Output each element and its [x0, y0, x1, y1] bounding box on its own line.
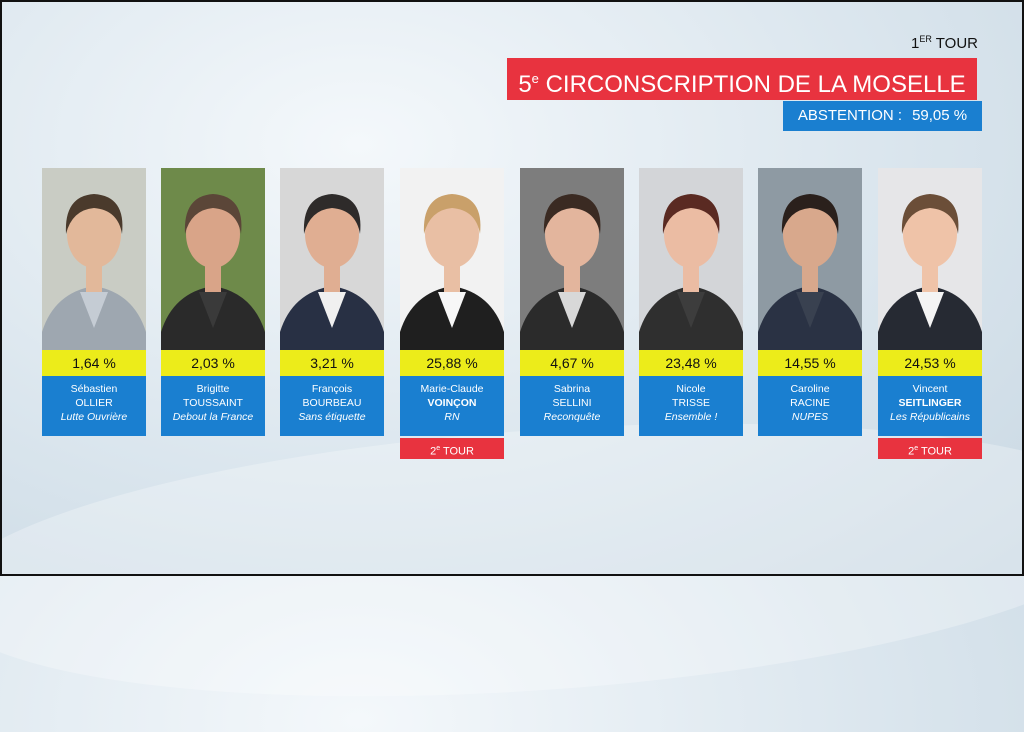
second-round-badge: 2e TOUR — [400, 438, 504, 459]
round-label: 1ER TOUR — [911, 34, 978, 52]
candidate-percentage: 1,64 % — [42, 350, 146, 376]
candidate-info: Caroline RACINE NUPES — [758, 376, 862, 436]
candidate-last-name: TOUSSAINT — [183, 397, 243, 409]
candidate-party: NUPES — [791, 411, 829, 423]
candidate-party: Reconquête — [543, 411, 601, 423]
candidate-photo — [878, 168, 982, 350]
abstention-badge: ABSTENTION :59,05 % — [783, 101, 982, 131]
candidate-first-name: Marie-Claude — [420, 383, 484, 395]
candidate-photo — [758, 168, 862, 350]
candidate-percentage: 23,48 % — [639, 350, 743, 376]
candidate-party: Sans étiquette — [298, 411, 366, 423]
candidate-info: Nicole TRISSE Ensemble ! — [639, 376, 743, 436]
background-swoosh — [0, 388, 1024, 732]
candidate-party: Les Républicains — [890, 411, 970, 423]
candidate-info: Sébastien OLLIER Lutte Ouvrière — [42, 376, 146, 436]
candidate-percentage: 2,03 % — [161, 350, 265, 376]
candidate-first-name: Sébastien — [70, 383, 118, 395]
candidate-info: Brigitte TOUSSAINT Debout la France — [161, 376, 265, 436]
candidate-last-name: OLLIER — [75, 397, 113, 409]
candidate-last-name: BOURBEAU — [302, 397, 362, 409]
candidate-last-name: TRISSE — [672, 397, 710, 409]
second-round-badge: 2e TOUR — [878, 438, 982, 459]
candidate-info: Sabrina SELLINI Reconquête — [520, 376, 624, 436]
candidate-last-name: RACINE — [790, 397, 830, 409]
candidate-photo — [520, 168, 624, 350]
candidate-last-name: SEITLINGER — [898, 397, 962, 409]
candidate-party: RN — [444, 411, 460, 423]
candidate-first-name: Sabrina — [553, 383, 591, 395]
candidate-first-name: François — [311, 383, 353, 395]
candidate-first-name: Caroline — [790, 383, 830, 395]
page-title: 5e CIRCONSCRIPTION DE LA MOSELLE — [507, 58, 977, 100]
candidate-percentage: 4,67 % — [520, 350, 624, 376]
candidate-info: François BOURBEAU Sans étiquette — [280, 376, 384, 436]
candidate-photo — [161, 168, 265, 350]
candidate-party: Debout la France — [172, 411, 254, 423]
candidate-photo — [400, 168, 504, 350]
candidate-photo — [639, 168, 743, 350]
candidate-info: Vincent SEITLINGER Les Républicains — [878, 376, 982, 436]
candidate-first-name: Brigitte — [196, 383, 230, 395]
candidate-info: Marie-Claude VOINÇON RN — [400, 376, 504, 436]
candidate-percentage: 24,53 % — [878, 350, 982, 376]
candidate-last-name: SELLINI — [552, 397, 592, 409]
candidate-party: Ensemble ! — [664, 411, 718, 423]
candidate-photo — [280, 168, 384, 350]
candidate-first-name: Vincent — [912, 383, 948, 395]
candidate-percentage: 14,55 % — [758, 350, 862, 376]
candidate-percentage: 25,88 % — [400, 350, 504, 376]
candidate-party: Lutte Ouvrière — [60, 411, 128, 423]
candidate-percentage: 3,21 % — [280, 350, 384, 376]
candidate-photo — [42, 168, 146, 350]
candidate-last-name: VOINÇON — [427, 397, 477, 409]
candidate-first-name: Nicole — [676, 383, 706, 395]
